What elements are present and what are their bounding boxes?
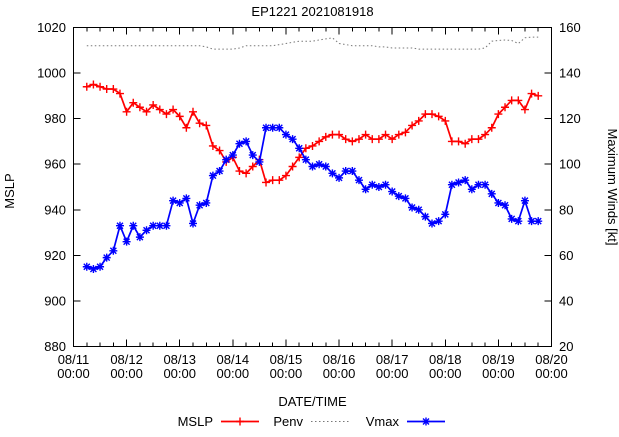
legend-samples <box>221 417 445 426</box>
x-tick-label-time: 00:00 <box>376 366 409 381</box>
x-tick-label-date: 08/16 <box>323 352 356 367</box>
y-right-axis-label: Maximum Winds [kt] <box>605 128 619 245</box>
y-left-tick-label: 920 <box>44 248 66 263</box>
y-left-tick-label: 880 <box>44 339 66 354</box>
x-tick-label-date: 08/20 <box>535 352 568 367</box>
x-tick-label-date: 08/15 <box>270 352 303 367</box>
y-left-tick-label: 1000 <box>37 66 66 81</box>
legend-marker-mslp <box>236 417 244 426</box>
y-left-tick-label: 940 <box>44 202 66 217</box>
x-tick-label-time: 00:00 <box>429 366 462 381</box>
y-left-tick-labels: 880 900 920 940 960 980 1000 1020 <box>37 20 66 354</box>
series-layer <box>82 36 543 274</box>
legend-label-vmax: Vmax <box>366 414 400 429</box>
x-tick-label-time: 00:00 <box>270 366 303 381</box>
x-tick-label-time: 00:00 <box>57 366 90 381</box>
y-right-tick-label: 140 <box>559 66 581 81</box>
y-right-tick-label: 120 <box>559 111 581 126</box>
y-right-tick-labels: 20 40 60 80 100 120 140 160 <box>559 20 581 354</box>
legend-label-mslp: MSLP <box>178 414 213 429</box>
x-tick-label-date: 08/12 <box>110 352 143 367</box>
x-tick-label-time: 00:00 <box>482 366 515 381</box>
y-right-tick-label: 160 <box>559 20 581 35</box>
x-tick-label-date: 08/18 <box>429 352 462 367</box>
legend-label-penv: Penv <box>273 414 303 429</box>
legend-marker-vmax <box>422 417 430 426</box>
y-right-tick-label: 80 <box>559 202 573 217</box>
y-right-tick-label: 60 <box>559 248 573 263</box>
x-tick-label-time: 00:00 <box>323 366 356 381</box>
mslp-series-markers <box>82 80 543 187</box>
x-tick-label-time: 00:00 <box>535 366 568 381</box>
y-left-tick-label: 1020 <box>37 20 66 35</box>
y-right-tick-label: 100 <box>559 157 581 172</box>
y-left-tick-label: 900 <box>44 293 66 308</box>
x-tick-label-date: 08/17 <box>376 352 409 367</box>
vmax-series-markers <box>82 123 543 274</box>
y-left-tick-label: 960 <box>44 157 66 172</box>
plot-border <box>73 27 552 347</box>
x-tick-label-time: 00:00 <box>163 366 196 381</box>
y-right-tick-label: 40 <box>559 293 573 308</box>
penv-series-line <box>86 36 539 50</box>
x-tick-label-date: 08/14 <box>217 352 250 367</box>
x-tick-label-date: 08/11 <box>58 352 90 367</box>
x-tick-label-time: 00:00 <box>217 366 250 381</box>
x-tick-label-date: 08/19 <box>482 352 515 367</box>
y-right-tick-label: 20 <box>559 339 573 354</box>
x-tick-label-time: 00:00 <box>110 366 143 381</box>
x-tick-labels: 08/1100:0008/1200:0008/1300:0008/1400:00… <box>57 352 568 381</box>
x-tick-label-date: 08/13 <box>163 352 196 367</box>
chart-title: EP1221 2021081918 <box>251 4 373 19</box>
y-left-axis-label: MSLP <box>2 173 17 208</box>
x-axis-label: DATE/TIME <box>278 394 347 409</box>
legend: MSLP Penv Vmax <box>178 414 445 429</box>
y-left-tick-label: 980 <box>44 111 66 126</box>
